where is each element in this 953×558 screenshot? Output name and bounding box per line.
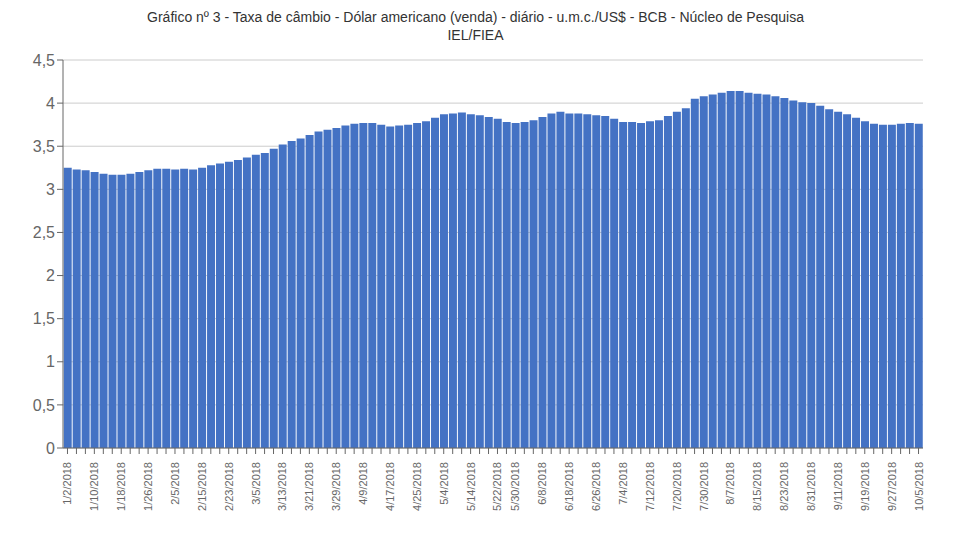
svg-text:8/15/2018: 8/15/2018: [751, 462, 763, 511]
svg-text:1,5: 1,5: [33, 310, 55, 327]
svg-text:5/30/2018: 5/30/2018: [509, 462, 521, 511]
svg-text:2/23/2018: 2/23/2018: [223, 462, 235, 511]
svg-text:0: 0: [46, 440, 55, 457]
svg-text:4/17/2018: 4/17/2018: [384, 462, 396, 511]
svg-text:6/8/2018: 6/8/2018: [536, 462, 548, 505]
svg-text:2,5: 2,5: [33, 224, 55, 241]
svg-text:1/26/2018: 1/26/2018: [142, 462, 154, 511]
svg-text:3/21/2018: 3/21/2018: [303, 462, 315, 511]
svg-text:1: 1: [46, 353, 55, 370]
svg-text:5/4/2018: 5/4/2018: [438, 462, 450, 505]
svg-text:7/30/2018: 7/30/2018: [698, 462, 710, 511]
svg-text:9/27/2018: 9/27/2018: [886, 462, 898, 511]
svg-text:4,5: 4,5: [33, 52, 55, 69]
html-text:IEL/FIEA: IEL/FIEA: [447, 27, 504, 43]
svg-text:6/18/2018: 6/18/2018: [563, 462, 575, 511]
svg-text:4/25/2018: 4/25/2018: [411, 462, 423, 511]
svg-text:8/23/2018: 8/23/2018: [778, 462, 790, 511]
svg-text:3/13/2018: 3/13/2018: [276, 462, 288, 511]
svg-text:1/10/2018: 1/10/2018: [88, 462, 100, 511]
svg-text:3/5/2018: 3/5/2018: [250, 462, 262, 505]
svg-text:9/19/2018: 9/19/2018: [859, 462, 871, 511]
svg-text:10/5/2018: 10/5/2018: [913, 462, 925, 511]
svg-text:3/29/2018: 3/29/2018: [330, 462, 342, 511]
html-text:Gráfico nº 3 - Taxa de câmbio: Gráfico nº 3 - Taxa de câmbio - Dólar am…: [147, 9, 804, 25]
svg-text:6/26/2018: 6/26/2018: [590, 462, 602, 511]
svg-text:4/9/2018: 4/9/2018: [357, 462, 369, 505]
svg-text:1/2/2018: 1/2/2018: [61, 462, 73, 505]
svg-text:8/7/2018: 8/7/2018: [724, 462, 736, 505]
svg-text:4: 4: [46, 95, 55, 112]
svg-text:5/22/2018: 5/22/2018: [491, 462, 503, 511]
svg-text:3: 3: [46, 181, 55, 198]
svg-text:7/4/2018: 7/4/2018: [617, 462, 629, 505]
svg-text:7/20/2018: 7/20/2018: [671, 462, 683, 511]
svg-text:2/15/2018: 2/15/2018: [196, 462, 208, 511]
svg-text:2: 2: [46, 267, 55, 284]
svg-text:3,5: 3,5: [33, 138, 55, 155]
svg-text:1/18/2018: 1/18/2018: [115, 462, 127, 511]
svg-text:8/31/2018: 8/31/2018: [805, 462, 817, 511]
svg-text:2/5/2018: 2/5/2018: [169, 462, 181, 505]
svg-text:0,5: 0,5: [33, 397, 55, 414]
svg-text:5/14/2018: 5/14/2018: [465, 462, 477, 511]
svg-text:9/11/2018: 9/11/2018: [832, 462, 844, 510]
svg-text:7/12/2018: 7/12/2018: [644, 462, 656, 511]
